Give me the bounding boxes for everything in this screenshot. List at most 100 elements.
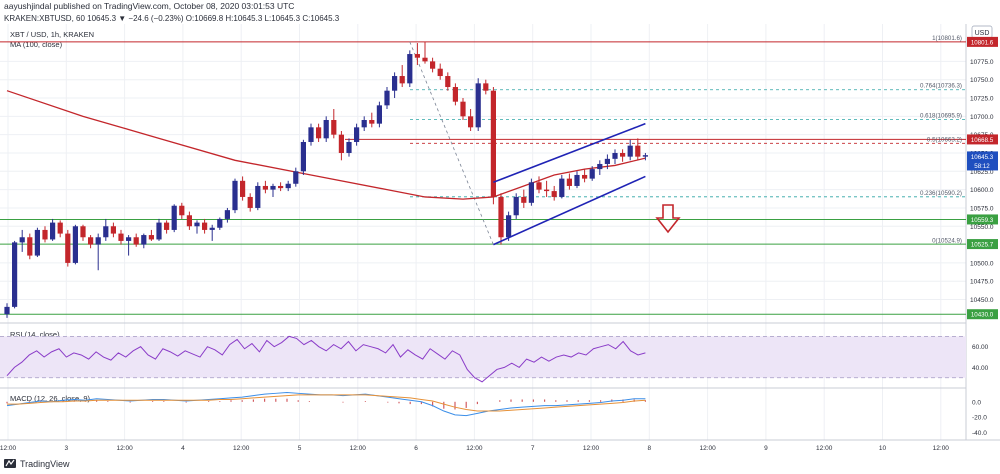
- candle-body: [392, 76, 398, 91]
- candle-body: [369, 120, 375, 124]
- candle-body: [194, 222, 200, 227]
- candle-body: [490, 90, 496, 197]
- candle-body: [551, 191, 557, 197]
- time-tick-label: 12:00: [583, 445, 600, 452]
- level-price-tag[interactable]: [967, 151, 998, 162]
- candle-body: [407, 54, 413, 84]
- level-price-tag[interactable]: [967, 134, 998, 145]
- candle-body: [50, 222, 56, 240]
- price-tick-label: 10775.0: [970, 59, 994, 66]
- axis-layer: 10775.010750.010725.010700.010675.010650…: [0, 36, 998, 452]
- candle-body: [255, 185, 261, 208]
- time-tick-label: 10: [879, 445, 887, 452]
- level-price-label: 10430.0: [971, 312, 994, 319]
- time-tick-label: 8: [647, 445, 651, 452]
- candle-body: [475, 83, 481, 128]
- candle-body: [300, 141, 306, 172]
- candle-body: [384, 90, 390, 106]
- price-tick-label: 10500.0: [970, 260, 994, 267]
- time-tick-label: 3: [64, 445, 68, 452]
- candle-body: [133, 237, 139, 245]
- time-tick-label: 12:00: [933, 445, 950, 452]
- channel-lower-line: [493, 175, 646, 246]
- candle-body: [57, 222, 63, 234]
- candle-body: [285, 183, 291, 189]
- fib-connector: [409, 41, 494, 245]
- fib-level-label: 1(10801.6): [932, 35, 962, 42]
- symbol-legend[interactable]: XBT / USD, 1h, KRAKEN: [10, 30, 94, 39]
- level-price-tag[interactable]: [967, 239, 998, 250]
- rsi-layer: [6, 335, 646, 383]
- candle-body: [95, 237, 101, 245]
- candle-body: [620, 152, 626, 157]
- brand-label[interactable]: TradingView: [20, 459, 70, 469]
- time-tick-label: 4: [181, 445, 185, 452]
- currency-label: USD: [975, 30, 990, 37]
- ma-100-line: [6, 90, 646, 200]
- time-tick-label: 12:00: [816, 445, 833, 452]
- candle-body: [126, 237, 132, 241]
- macd-legend[interactable]: MACD (12, 26, close, 9): [10, 394, 91, 403]
- candle-body: [361, 120, 367, 128]
- candle-body: [27, 237, 33, 256]
- candle-body: [148, 235, 154, 240]
- candle-body: [460, 101, 466, 117]
- macd-line: [6, 392, 646, 417]
- candle-body: [376, 105, 382, 124]
- time-tick-label: 12:00: [0, 445, 17, 452]
- candle-body: [156, 222, 162, 240]
- rsi-band: [0, 336, 966, 378]
- candle-body: [65, 233, 71, 263]
- candle-body: [262, 185, 268, 190]
- fib-level-label: 0.764(10736.3): [920, 83, 962, 90]
- macd-tick-label: 0.0: [972, 399, 981, 406]
- candle-body: [247, 196, 253, 208]
- candle-body: [141, 235, 147, 245]
- candle-body: [437, 68, 443, 77]
- candle-body: [635, 145, 641, 157]
- price-tick-label: 10550.0: [970, 224, 994, 231]
- price-tick-label: 10600.0: [970, 187, 994, 194]
- candle-body: [202, 222, 208, 230]
- fib-level-label: 0.236(10590.2): [920, 190, 962, 197]
- rsi-legend[interactable]: RSI (14, close): [10, 330, 60, 339]
- level-price-tag[interactable]: [967, 160, 998, 171]
- candle-body: [4, 306, 10, 315]
- price-tick-label: 10750.0: [970, 77, 994, 84]
- candle-body: [316, 127, 322, 139]
- time-tick-label: 9: [764, 445, 768, 452]
- level-price-label: 10645.3: [971, 154, 994, 161]
- price-tick-label: 10475.0: [970, 279, 994, 286]
- price-layer: 1(10801.6) 0.764(10736.3) 0.618(10695.9) 0.…: [0, 35, 966, 318]
- candle-body: [103, 226, 109, 238]
- candle-body: [528, 182, 534, 203]
- level-price-tag[interactable]: [967, 214, 998, 225]
- level-price-label: 10801.6: [971, 39, 994, 46]
- candle-body: [179, 205, 185, 216]
- candle-body: [627, 145, 633, 157]
- candle-body: [506, 215, 512, 238]
- candle-body: [240, 180, 246, 197]
- signal-line: [7, 394, 646, 412]
- candle-body: [468, 116, 474, 128]
- level-price-label: 58:12: [974, 163, 990, 170]
- candle-body: [582, 174, 588, 179]
- price-tick-label: 10575.0: [970, 205, 994, 212]
- level-price-tag[interactable]: [967, 36, 998, 47]
- candle-body: [323, 120, 329, 139]
- candle-body: [566, 178, 572, 186]
- price-tick-label: 10725.0: [970, 96, 994, 103]
- candle-body: [164, 222, 170, 230]
- published-line: aayushjindal published on TradingView.co…: [4, 1, 294, 11]
- candle-body: [224, 210, 230, 219]
- rsi-line: [6, 335, 646, 383]
- candle-body: [513, 196, 519, 216]
- ma-legend[interactable]: MA (100, close): [10, 40, 63, 49]
- level-price-tag[interactable]: [967, 309, 998, 320]
- candle-body: [589, 169, 595, 179]
- rsi-tick-label: 60.00: [972, 344, 989, 351]
- candle-body: [399, 76, 405, 84]
- candle-body: [331, 120, 337, 135]
- time-tick-label: 12:00: [350, 445, 367, 452]
